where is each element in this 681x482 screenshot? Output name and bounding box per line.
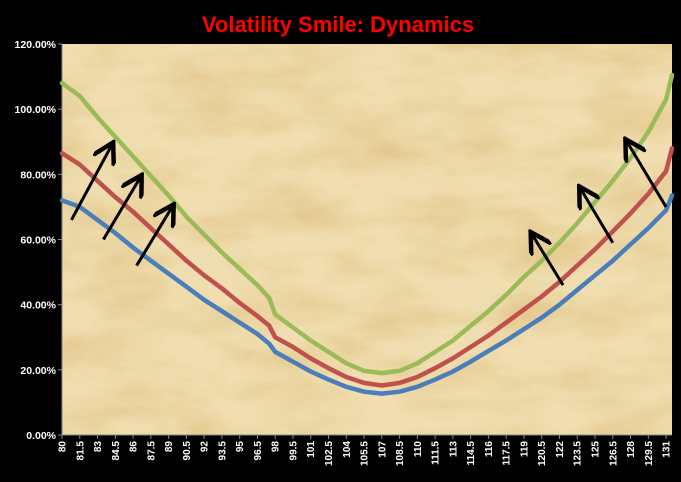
y-tick-label: 80.00% xyxy=(20,169,56,181)
x-tick-label: 92 xyxy=(200,441,211,453)
x-tick-label: 123.5 xyxy=(573,441,584,466)
annotation-arrow-6 xyxy=(627,142,668,208)
x-tick-label: 95 xyxy=(235,441,246,453)
x-tick-label: 98 xyxy=(271,441,282,453)
annotation-arrow-1 xyxy=(70,145,111,221)
x-tick-label: 83 xyxy=(93,441,104,453)
y-tick-label: 20.00% xyxy=(20,365,56,377)
y-tick-label: 60.00% xyxy=(20,235,56,247)
arrow-layer xyxy=(70,142,668,286)
annotation-arrow-2 xyxy=(102,178,140,241)
x-tick-label: 84.5 xyxy=(111,441,122,461)
x-tick-label: 96.5 xyxy=(253,441,264,461)
annotation-arrow-4 xyxy=(532,235,565,286)
x-tick-label: 113 xyxy=(448,441,459,458)
x-tick-label: 110 xyxy=(413,441,424,458)
x-tick-label: 101 xyxy=(306,441,317,458)
x-tick-label: 122 xyxy=(555,441,566,458)
x-tick-label: 86 xyxy=(129,441,140,453)
series-layer xyxy=(59,72,675,396)
x-tick-label: 89 xyxy=(164,441,175,453)
series-line-3 xyxy=(59,72,675,376)
x-tick-label: 131 xyxy=(662,441,673,458)
x-tick-label: 81.5 xyxy=(75,441,86,461)
x-axis: 80 81.5 83 84.5 86 87.5 89 90.5 92 93.5 95 96.5 98 99… xyxy=(58,434,673,466)
x-tick-label: 104 xyxy=(342,441,353,458)
annotation-arrow-5 xyxy=(581,189,615,244)
chart-title: Volatility Smile: Dynamics xyxy=(202,12,474,37)
x-tick-label: 90.5 xyxy=(182,441,193,461)
x-tick-label: 105.5 xyxy=(360,441,371,466)
x-tick-label: 128 xyxy=(626,441,637,458)
series-line-2 xyxy=(59,146,675,388)
x-tick-label: 117.5 xyxy=(502,441,513,466)
y-tick-label: 120.00% xyxy=(15,39,57,51)
x-tick-label: 87.5 xyxy=(146,441,157,461)
y-tick-label: 100.00% xyxy=(15,104,57,116)
series-line-1 xyxy=(59,193,675,396)
x-tick-label: 126.5 xyxy=(608,441,619,466)
x-tick-label: 120.5 xyxy=(537,441,548,466)
annotation-arrow-3 xyxy=(135,207,173,267)
x-tick-label: 80 xyxy=(58,441,69,453)
x-tick-label: 107 xyxy=(377,441,388,458)
x-tick-label: 116 xyxy=(484,441,495,458)
x-tick-label: 119 xyxy=(519,441,530,458)
x-tick-label: 125 xyxy=(591,441,602,458)
y-axis: 0.00% 20.00% 40.00% 60.00% 80.00% 100.00% 120.… xyxy=(15,39,63,442)
x-tick-label: 111.5 xyxy=(431,441,442,465)
x-tick-label: 129.5 xyxy=(644,441,655,466)
y-tick-label: 40.00% xyxy=(20,300,56,312)
x-tick-label: 102.5 xyxy=(324,441,335,466)
x-tick-label: 114.5 xyxy=(466,441,477,466)
x-tick-label: 93.5 xyxy=(217,441,228,461)
x-tick-label: 99.5 xyxy=(288,441,299,461)
x-tick-label: 108.5 xyxy=(395,441,406,466)
y-tick-label: 0.00% xyxy=(26,430,56,442)
